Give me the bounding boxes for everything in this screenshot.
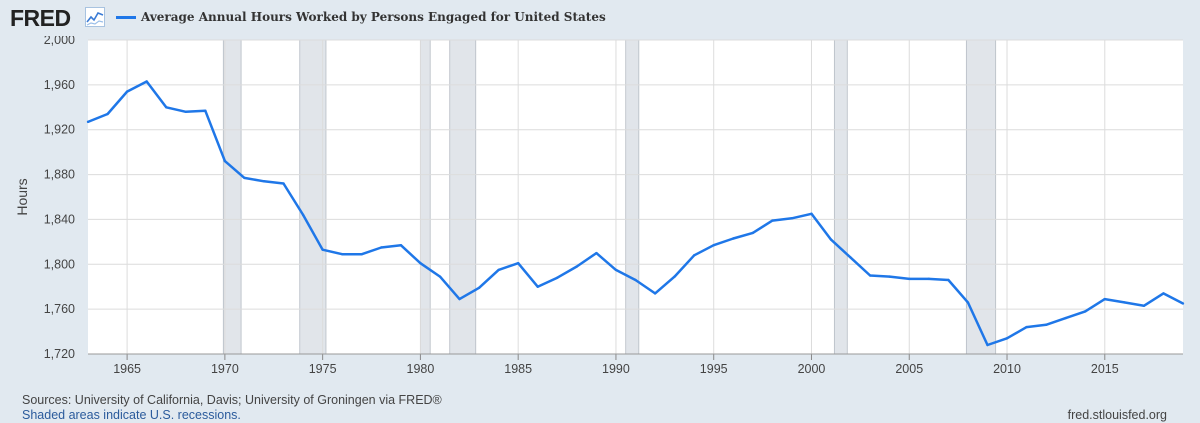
x-tick-label: 1980 — [407, 362, 435, 376]
data-point[interactable] — [927, 277, 931, 281]
data-point[interactable] — [732, 237, 735, 240]
data-point[interactable] — [1064, 316, 1067, 320]
data-point[interactable] — [262, 180, 266, 183]
data-point[interactable] — [673, 275, 676, 278]
y-tick-label: 1,920 — [44, 123, 75, 137]
y-tick-label: 1,960 — [44, 78, 75, 92]
data-point[interactable] — [692, 254, 696, 257]
chart-legend: Average Annual Hours Worked by Persons E… — [116, 10, 606, 24]
data-point[interactable] — [106, 112, 109, 116]
data-point[interactable] — [301, 213, 305, 217]
legend-swatch — [116, 15, 136, 19]
data-point[interactable] — [1181, 302, 1185, 305]
data-point[interactable] — [145, 80, 148, 83]
y-tick-label: 1,760 — [44, 302, 75, 316]
recession-band — [449, 39, 477, 355]
data-point[interactable] — [340, 252, 344, 256]
data-point[interactable] — [595, 251, 598, 255]
data-point[interactable] — [516, 261, 520, 265]
data-point[interactable] — [908, 277, 911, 281]
legend-label: Average Annual Hours Worked by Persons E… — [141, 10, 606, 24]
data-point[interactable] — [1025, 325, 1028, 329]
data-point[interactable] — [165, 106, 168, 109]
x-tick-label: 2010 — [993, 362, 1021, 376]
plot-area: 1,720 1,760 1,800 1,840 1,880 1,920 1,960 2,000… — [0, 33, 1200, 386]
data-point[interactable] — [321, 248, 324, 251]
data-point[interactable] — [243, 176, 246, 180]
x-tick-label: 2005 — [895, 362, 923, 376]
data-point[interactable] — [1005, 337, 1009, 340]
line-chart-icon — [85, 7, 105, 27]
data-point[interactable] — [829, 238, 833, 241]
data-point[interactable] — [614, 268, 618, 272]
data-point[interactable] — [86, 120, 90, 124]
y-tick-label: 1,800 — [44, 257, 75, 271]
x-tick-label: 1970 — [211, 362, 239, 376]
y-tick-label: 1,720 — [44, 347, 75, 361]
data-point[interactable] — [497, 268, 500, 272]
data-point[interactable] — [1123, 301, 1126, 304]
sources-note: Sources: University of California, Davis… — [22, 393, 442, 407]
data-point[interactable] — [1162, 292, 1165, 295]
recession-band — [299, 39, 327, 355]
data-point[interactable] — [536, 285, 539, 288]
recession-band — [222, 39, 242, 355]
y-tick-label: 2,000 — [44, 36, 75, 47]
data-point[interactable] — [849, 256, 852, 259]
x-tick-label: 1995 — [700, 362, 728, 376]
data-point[interactable] — [1103, 297, 1106, 301]
data-point[interactable] — [986, 343, 989, 347]
line-chart[interactable]: 1,720 1,760 1,800 1,840 1,880 1,920 1,960 2,000… — [0, 33, 1200, 386]
data-point[interactable] — [360, 252, 363, 256]
site-url[interactable]: fred.stlouisfed.org — [1067, 408, 1167, 422]
data-point[interactable] — [438, 275, 442, 278]
data-point[interactable] — [282, 182, 285, 185]
data-point[interactable] — [947, 278, 950, 282]
data-point[interactable] — [966, 301, 970, 304]
x-tick-label: 2015 — [1091, 362, 1119, 376]
data-point[interactable] — [712, 244, 715, 247]
data-point[interactable] — [868, 274, 872, 277]
data-point[interactable] — [458, 297, 461, 301]
data-point[interactable] — [380, 246, 383, 249]
recession-band — [420, 39, 431, 355]
data-point[interactable] — [477, 286, 481, 290]
data-point[interactable] — [184, 110, 187, 113]
y-tick-label: 1,840 — [44, 212, 75, 226]
data-point[interactable] — [771, 219, 774, 222]
data-point[interactable] — [1044, 323, 1048, 327]
fred-logo[interactable]: FRED — [10, 5, 71, 31]
x-tick-label: 1990 — [602, 362, 630, 376]
data-point[interactable] — [575, 265, 579, 268]
data-point[interactable] — [888, 275, 891, 278]
data-point[interactable] — [399, 244, 403, 247]
data-point[interactable] — [1084, 310, 1087, 313]
x-tick-label: 1975 — [309, 362, 337, 376]
data-point[interactable] — [556, 276, 559, 279]
x-tick-label: 2000 — [798, 362, 826, 376]
data-point[interactable] — [751, 231, 755, 235]
y-tick-label: 1,880 — [44, 168, 75, 182]
recession-band — [625, 39, 640, 355]
x-tick-label: 1985 — [504, 362, 532, 376]
data-point[interactable] — [204, 109, 207, 112]
x-tick-label: 1965 — [113, 362, 141, 376]
recession-band — [833, 39, 848, 355]
y-axis-label: Hours — [14, 178, 30, 215]
data-point[interactable] — [1142, 304, 1146, 307]
data-point[interactable] — [419, 261, 422, 265]
data-point[interactable] — [810, 212, 813, 216]
data-point[interactable] — [634, 278, 637, 282]
data-point[interactable] — [125, 90, 129, 93]
data-point[interactable] — [653, 292, 657, 295]
chart-header: FRED Average Annual Hours Worked by Pers… — [0, 0, 1200, 36]
recession-note: Shaded areas indicate U.S. recessions. — [22, 408, 241, 422]
data-point[interactable] — [790, 217, 794, 220]
data-point[interactable] — [223, 159, 227, 163]
